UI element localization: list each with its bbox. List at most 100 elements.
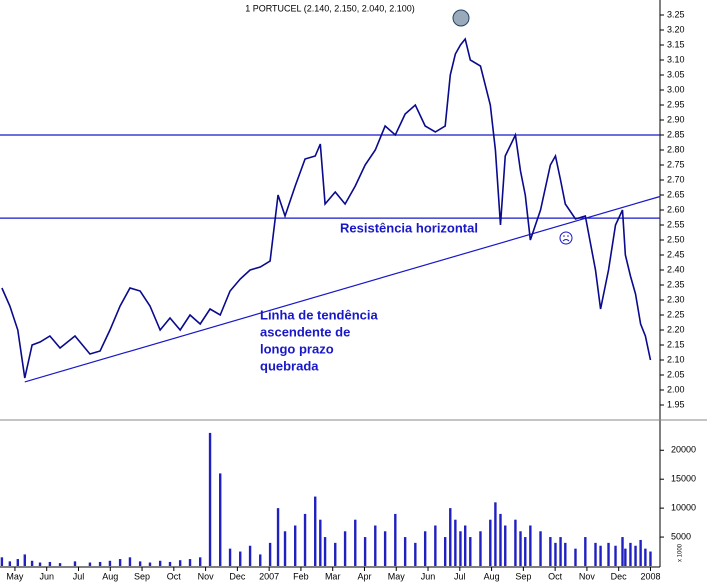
- y-tick-label: 2.85: [667, 129, 685, 139]
- volume-bar: [549, 537, 552, 566]
- volume-bar: [479, 531, 482, 566]
- x-tick-label: Apr: [357, 571, 371, 581]
- volume-bar: [459, 531, 462, 566]
- volume-bar: [394, 513, 397, 566]
- y-tick-label: 10000: [671, 503, 696, 513]
- volume-bar: [73, 561, 77, 566]
- price-line: [1, 37, 652, 379]
- volume-bar: [58, 563, 62, 566]
- volume-bar: [0, 557, 4, 566]
- x-tick-label: Jul: [73, 571, 85, 581]
- volume-bar: [323, 537, 327, 566]
- y-tick-label: 2.60: [667, 204, 685, 214]
- x-tick-label: Nov: [579, 571, 596, 581]
- volume-bar: [276, 508, 280, 566]
- volume-unit: x 1000: [678, 543, 684, 562]
- volume-bar: [219, 473, 222, 566]
- volume-bar: [334, 542, 337, 566]
- volume-bar: [634, 545, 637, 566]
- y-tick-label: 20000: [671, 445, 696, 455]
- annotation: Resistência horizontal: [340, 220, 478, 235]
- volume-bar: [649, 551, 652, 566]
- y-tick-label: 2.50: [667, 234, 685, 244]
- y-tick-label: 2.25: [667, 309, 685, 319]
- volume-bar: [38, 562, 42, 566]
- x-tick-label: Aug: [484, 571, 500, 581]
- volume-bar: [8, 561, 12, 566]
- x-tick-label: Sep: [134, 571, 150, 581]
- volume-bar: [188, 559, 192, 566]
- x-tick-label: Nov: [198, 571, 215, 581]
- volume-bar: [494, 502, 497, 566]
- volume-bar: [128, 557, 132, 566]
- volume-bar: [148, 562, 152, 566]
- y-tick-label: 5000: [671, 531, 691, 541]
- annotation: Linha de tendência: [260, 307, 379, 322]
- volume-bar: [259, 554, 262, 566]
- y-tick-label: 2.70: [667, 174, 685, 184]
- volume-bar: [294, 525, 297, 566]
- y-tick-label: 2.45: [667, 249, 685, 259]
- volume-bar: [639, 539, 642, 566]
- annotation: ascendente de: [260, 324, 350, 339]
- volume-bar: [524, 537, 527, 566]
- volume-bar: [168, 561, 172, 566]
- volume-bar: [118, 559, 122, 566]
- volume-bar: [268, 542, 272, 566]
- trend-line: [24, 195, 661, 383]
- x-tick-label: May: [388, 571, 406, 581]
- volume-bar: [178, 560, 182, 566]
- volume-bar: [621, 537, 624, 566]
- y-tick-label: 2.40: [667, 264, 685, 274]
- volume-bar: [374, 525, 377, 566]
- annotation: longo prazo: [260, 341, 334, 356]
- volume-bar: [23, 554, 26, 566]
- volume-bar: [443, 537, 447, 566]
- volume-bar: [454, 519, 457, 566]
- y-tick-label: 2.05: [667, 369, 685, 379]
- volume-bar: [469, 537, 472, 566]
- volume-bar: [239, 551, 242, 566]
- volume-bar: [449, 508, 452, 566]
- volume-bar: [529, 525, 532, 566]
- volume-bar: [314, 496, 317, 566]
- volume-bar: [489, 519, 492, 566]
- volume-bar: [594, 542, 597, 566]
- y-tick-label: 2.80: [667, 144, 685, 154]
- volume-bar: [228, 548, 232, 566]
- volume-bar: [423, 531, 427, 566]
- volume-bar: [283, 531, 287, 566]
- volume-bar: [614, 545, 617, 566]
- volume-bar: [343, 531, 347, 566]
- y-tick-label: 3.00: [667, 84, 685, 94]
- x-tick-label: 2008: [640, 571, 660, 581]
- y-tick-label: 15000: [671, 474, 696, 484]
- volume-bar: [599, 545, 602, 566]
- volume-bar: [504, 525, 507, 566]
- volume-bar: [624, 548, 627, 566]
- volume-bar: [607, 542, 610, 566]
- x-tick-label: 2007: [259, 571, 279, 581]
- y-tick-label: 1.95: [667, 399, 685, 409]
- volume-bar: [434, 525, 437, 566]
- volume-bar: [88, 562, 92, 566]
- x-tick-label: May: [6, 571, 24, 581]
- volume-bar: [363, 537, 367, 566]
- x-tick-label: Dec: [229, 571, 246, 581]
- y-tick-label: 3.10: [667, 54, 685, 64]
- y-tick-label: 2.75: [667, 159, 685, 169]
- icon-sad: [559, 231, 573, 245]
- volume-bar: [198, 557, 202, 566]
- volume-bar: [519, 531, 522, 566]
- y-tick-label: 2.20: [667, 324, 685, 334]
- volume-bar: [629, 542, 632, 566]
- y-tick-label: 3.20: [667, 24, 685, 34]
- x-tick-label: Oct: [167, 571, 182, 581]
- x-tick-label: Feb: [293, 571, 309, 581]
- y-tick-label: 2.15: [667, 339, 685, 349]
- chart-title: 1 PORTUCEL (2.140, 2.150, 2.040, 2.100): [245, 3, 415, 13]
- y-tick-label: 3.05: [667, 69, 685, 79]
- volume-bar: [574, 548, 577, 566]
- x-tick-label: Oct: [548, 571, 563, 581]
